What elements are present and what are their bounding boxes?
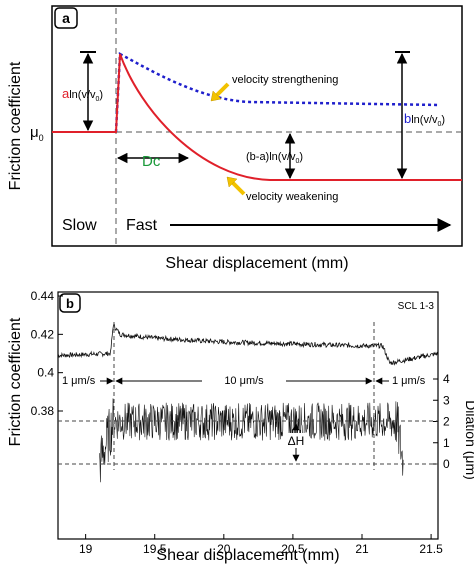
panel-b: b SCL 1-3 19 19.5 20 20.5 21 21.50.380.40.420… (7, 289, 474, 564)
label-velocity-weakening: velocity weakening (246, 191, 338, 203)
panel-b-label: b (66, 296, 74, 311)
panel-b-xlabel: Shear displacement (mm) (156, 547, 339, 564)
weakening-pointer-icon (226, 176, 246, 196)
panel-a-ylabel: Friction coefficient (7, 61, 24, 190)
y-tick-label-right: 3 (443, 393, 450, 407)
velocity-strengthening-curve (114, 51, 441, 133)
y-tick-label-left: 0.4 (37, 366, 54, 380)
y-tick-label-right: 4 (443, 372, 450, 386)
slow-label: Slow (62, 217, 97, 234)
x-tick-label: 19.5 (143, 542, 167, 556)
panel-b-ticks: 19 19.5 20 20.5 21 21.5 0.38 0.4 0.42 0.44 0 1 2 3 4 (31, 289, 450, 556)
panel-b-badge: b (59, 293, 81, 313)
y-tick-label-right: 0 (443, 457, 450, 471)
x-tick-label: 21 (355, 542, 369, 556)
mu0-label: μ0 (30, 124, 44, 143)
x-tick-label: 20.5 (281, 542, 305, 556)
velocity-label-3: 1 μm/s (392, 375, 426, 387)
panel-a-label: a (62, 10, 70, 26)
dilation-trace (99, 398, 404, 483)
velocity-weakening-curve (52, 53, 462, 181)
panel-b-ylabel-left: Friction coefficient (7, 317, 24, 446)
delta-h-label: ΔH (288, 434, 305, 448)
y-tick-label-left: 0.44 (31, 289, 55, 303)
velocity-label-1: 1 μm/s (62, 375, 96, 387)
x-tick-label: 20 (217, 542, 231, 556)
panel-a-badge: a (54, 7, 78, 29)
panel-a: a aln(v/v0) μ0 Dc bln(v/v0) (b-a)ln (7, 5, 463, 272)
ba-term: (b-a)ln(v/v0) (246, 151, 303, 165)
dc-label: Dc (142, 153, 161, 170)
fast-label: Fast (126, 217, 158, 234)
y-tick-label-left: 0.42 (31, 327, 55, 341)
strengthening-pointer-icon (210, 82, 230, 102)
panel-a-xlabel: Shear displacement (mm) (165, 255, 348, 272)
b-term: bln(v/v0) (404, 111, 445, 128)
y-tick-label-left: 0.38 (31, 404, 55, 418)
label-velocity-strengthening: velocity strengthening (232, 74, 338, 86)
panel-b-frame (57, 291, 439, 540)
panel-b-ylabel-right: Dilation (μm) (463, 400, 474, 480)
panel-a-frame (51, 5, 463, 247)
velocity-label-2: 10 μm/s (224, 375, 264, 387)
x-tick-label: 19 (79, 542, 93, 556)
sample-label: SCL 1-3 (398, 301, 435, 312)
friction-trace (57, 323, 439, 366)
panel-b-data (57, 323, 439, 483)
a-term: aln(v/v0) (62, 86, 103, 103)
x-tick-label: 21.5 (419, 542, 443, 556)
y-tick-label-right: 2 (443, 415, 450, 429)
y-tick-label-right: 1 (443, 436, 450, 450)
